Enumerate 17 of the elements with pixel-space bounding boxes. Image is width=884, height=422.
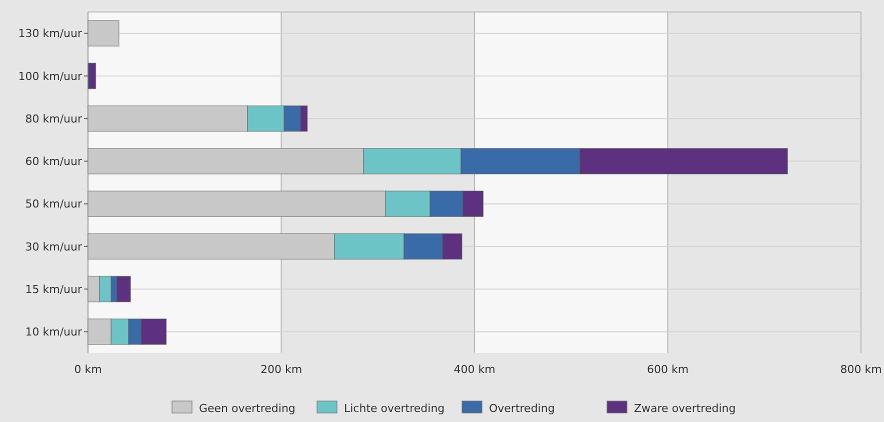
x-tick-label: 200 km [260, 363, 302, 376]
y-tick-label: 60 km/uur [25, 155, 82, 168]
y-tick-label: 30 km/uur [25, 240, 82, 254]
legend-label: Zware overtreding [634, 402, 736, 415]
x-tick-label: 400 km [454, 363, 496, 376]
y-tick-label: 50 km/uur [25, 198, 82, 211]
legend-label: Lichte overtreding [344, 402, 445, 415]
y-tick-label: 100 km/uur [18, 70, 82, 83]
y-tick-label: 130 km/uur [18, 27, 82, 40]
y-tick-label: 80 km/uur [25, 112, 82, 126]
y-tick-label: 15 km/uur [25, 282, 82, 296]
y-tick-label: 10 km/uur [25, 326, 82, 339]
legend-label: Geen overtreding [199, 402, 296, 415]
x-tick-label: 0 km [74, 363, 102, 376]
x-tick-label: 800 km [840, 363, 882, 376]
x-tick-label: 600 km [646, 363, 689, 376]
legend-label: Overtreding [489, 402, 555, 415]
